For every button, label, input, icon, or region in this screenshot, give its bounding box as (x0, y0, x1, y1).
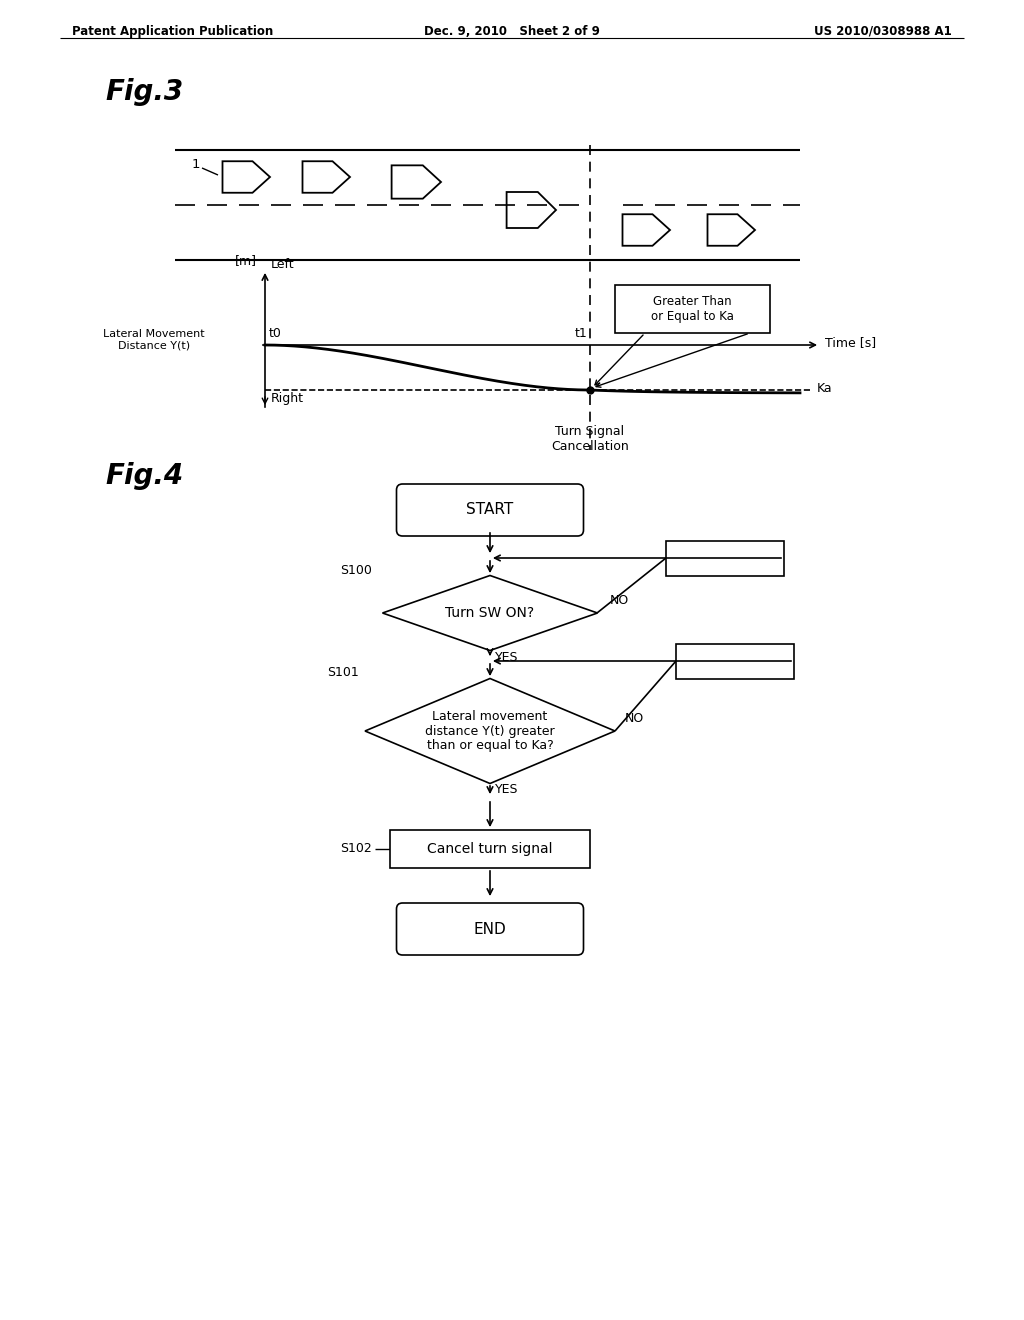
Text: Time [s]: Time [s] (825, 337, 877, 350)
Bar (390, 830, 590, 869)
Text: NO: NO (625, 711, 644, 725)
Text: Turn Signal
Cancellation: Turn Signal Cancellation (551, 425, 629, 453)
Polygon shape (383, 576, 597, 651)
Text: t0: t0 (269, 327, 282, 341)
Text: Dec. 9, 2010   Sheet 2 of 9: Dec. 9, 2010 Sheet 2 of 9 (424, 25, 600, 38)
Text: Fig.4: Fig.4 (105, 462, 183, 490)
Text: START: START (466, 503, 514, 517)
FancyBboxPatch shape (396, 903, 584, 954)
Text: YES: YES (495, 651, 518, 664)
FancyBboxPatch shape (396, 484, 584, 536)
Text: Right: Right (271, 392, 304, 405)
Bar (676, 644, 794, 678)
Text: NO: NO (610, 594, 630, 607)
Text: Fig.3: Fig.3 (105, 78, 183, 106)
Text: YES: YES (495, 783, 518, 796)
Text: S100: S100 (340, 565, 372, 578)
Text: Cancel turn signal: Cancel turn signal (427, 842, 553, 855)
Bar (666, 540, 784, 576)
Text: Patent Application Publication: Patent Application Publication (72, 25, 273, 38)
Text: US 2010/0308988 A1: US 2010/0308988 A1 (814, 25, 952, 38)
Text: Greater Than
or Equal to Ka: Greater Than or Equal to Ka (651, 294, 734, 323)
Bar (615, 285, 770, 333)
Polygon shape (365, 678, 615, 784)
Text: 1: 1 (191, 158, 200, 172)
Text: END: END (474, 921, 507, 936)
Text: S101: S101 (327, 667, 358, 680)
Text: S102: S102 (340, 842, 372, 855)
Text: Turn SW ON?: Turn SW ON? (445, 606, 535, 620)
Text: Lateral movement
distance Y(t) greater
than or equal to Ka?: Lateral movement distance Y(t) greater t… (425, 710, 555, 752)
Text: [m]: [m] (234, 253, 257, 267)
Text: Left: Left (271, 257, 295, 271)
Text: t1: t1 (574, 327, 587, 341)
Text: Ka: Ka (817, 381, 833, 395)
Text: Lateral Movement
Distance Y(t): Lateral Movement Distance Y(t) (103, 329, 205, 351)
